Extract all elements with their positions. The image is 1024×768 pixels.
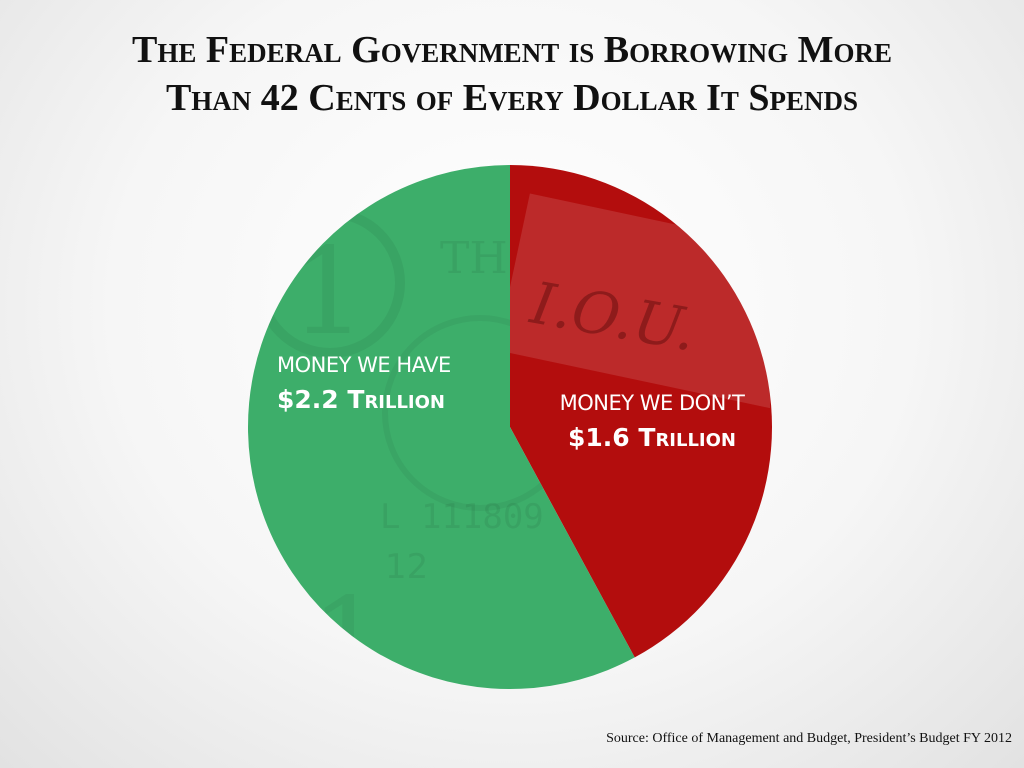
chart-title: The Federal Government is Borrowing More…	[0, 26, 1024, 122]
pie-slices	[247, 165, 772, 689]
slice-caption: MONEY WE HAVE	[277, 353, 451, 377]
pie-labels: MONEY WE DON’T $1.6 Trillion MONEY WE HAVE…	[277, 353, 746, 452]
slice-caption: MONEY WE DON’T	[560, 391, 745, 415]
pie-slice-texture	[510, 165, 772, 658]
source-note: Source: Office of Management and Budget,…	[606, 731, 1012, 746]
chart-title-line-1: The Federal Government is Borrowing More	[132, 29, 892, 71]
chart-title-line-2: Than 42 Cents of Every Dollar It Spends	[165, 77, 859, 119]
slice-amount: $2.2 Trillion	[277, 385, 445, 414]
slice-amount: $1.6 Trillion	[568, 423, 736, 452]
pie-slice-texture	[247, 165, 635, 689]
